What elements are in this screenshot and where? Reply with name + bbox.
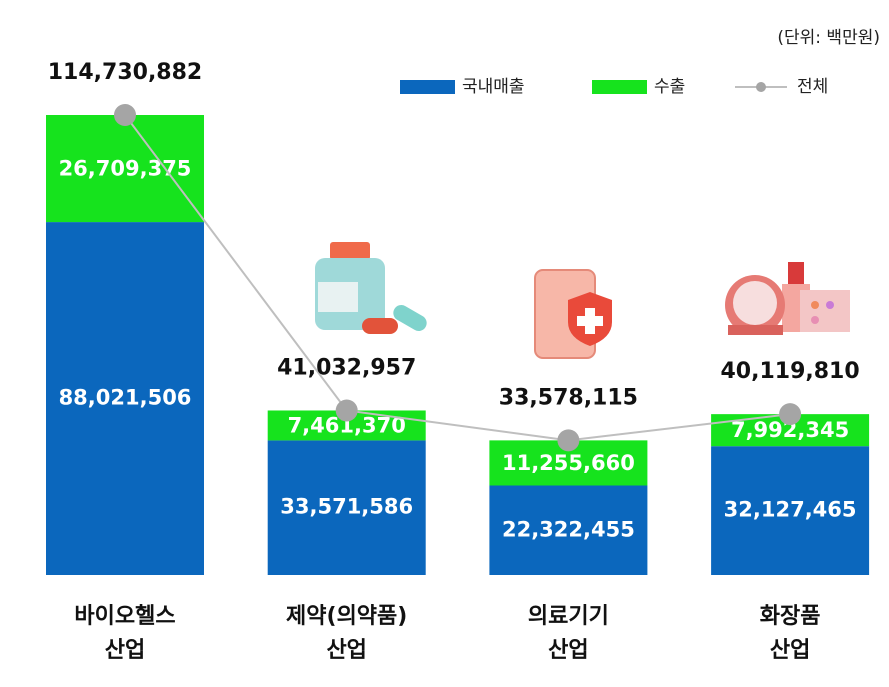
- bar-domestic: [46, 222, 204, 575]
- value-label: 33,571,586: [280, 495, 413, 519]
- total-label: 41,032,957: [277, 355, 416, 380]
- total-label: 40,119,810: [721, 359, 860, 384]
- total-label: 33,578,115: [499, 385, 638, 410]
- total-line: [124, 114, 791, 442]
- device-icon: [534, 269, 612, 359]
- value-label: 11,255,660: [502, 451, 635, 475]
- legend-label: 국내매출: [462, 77, 525, 97]
- value-label: 88,021,506: [59, 386, 192, 410]
- total-marker: [557, 429, 580, 452]
- value-label: 22,322,455: [502, 517, 635, 541]
- value-label: 26,709,375: [59, 157, 192, 181]
- pharma-icon: [315, 242, 427, 334]
- bar-export: [46, 115, 204, 223]
- bar-domestic: [267, 440, 426, 575]
- total-marker: [114, 104, 136, 126]
- value-label: 32,127,465: [724, 498, 857, 522]
- x-tick-label: 바이오헬스 산업: [74, 604, 176, 663]
- unit-note: (단위: 백만원): [777, 28, 880, 48]
- cosmetics-icon: [725, 262, 850, 335]
- legend-swatch: [400, 80, 455, 94]
- x-tick-label: 의료기기 산업: [527, 604, 609, 663]
- x-tick-label: 화장품 산업: [759, 604, 821, 663]
- total-marker: [335, 399, 358, 422]
- bar-domestic: [489, 485, 648, 575]
- total-marker: [779, 403, 802, 426]
- bar-domestic: [711, 446, 870, 575]
- x-tick-label: 제약(의약품) 산업: [286, 604, 408, 663]
- legend-label: 수출: [654, 77, 685, 97]
- legend-marker: [756, 82, 766, 92]
- legend-swatch: [592, 80, 647, 94]
- total-label: 114,730,882: [48, 60, 202, 85]
- legend-label: 전체: [797, 77, 828, 97]
